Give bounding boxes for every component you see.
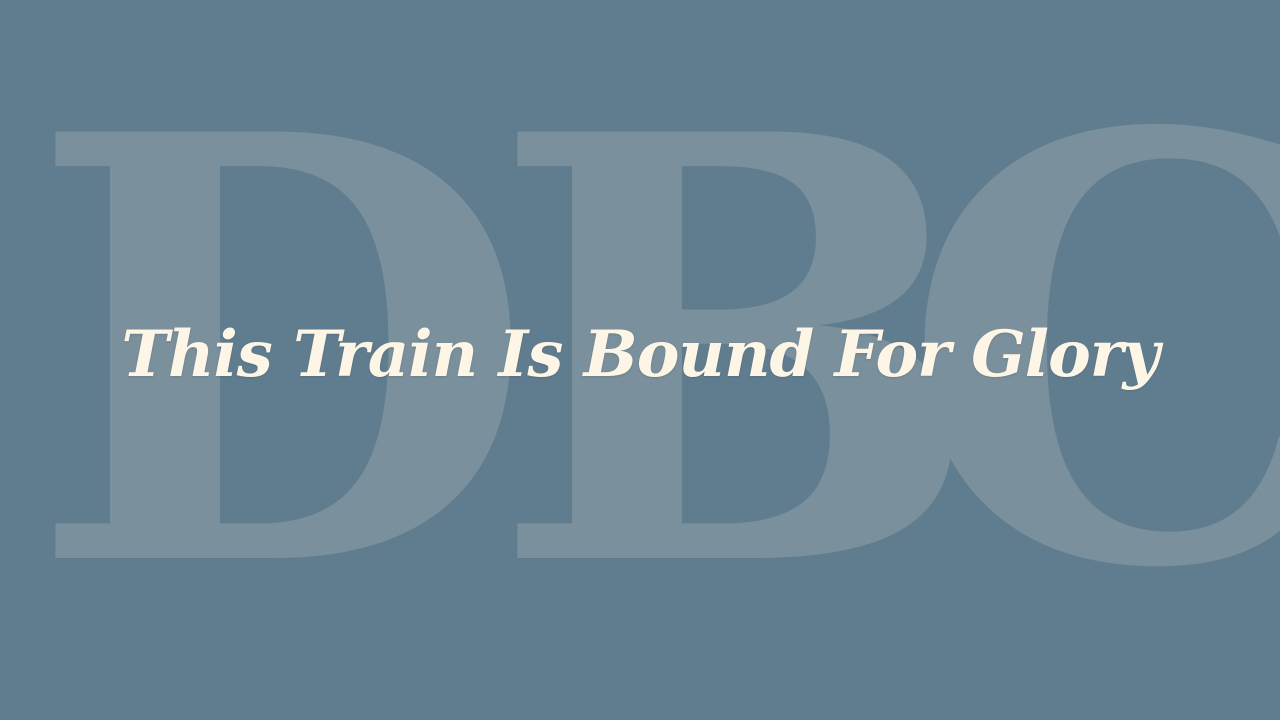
watermark-letter-c: C bbox=[900, 9, 1280, 696]
watermark-letter-d: D bbox=[28, 9, 535, 696]
song-title: This Train Is Bound For Glory bbox=[121, 317, 1159, 392]
watermark-letter-b: B bbox=[490, 9, 984, 696]
